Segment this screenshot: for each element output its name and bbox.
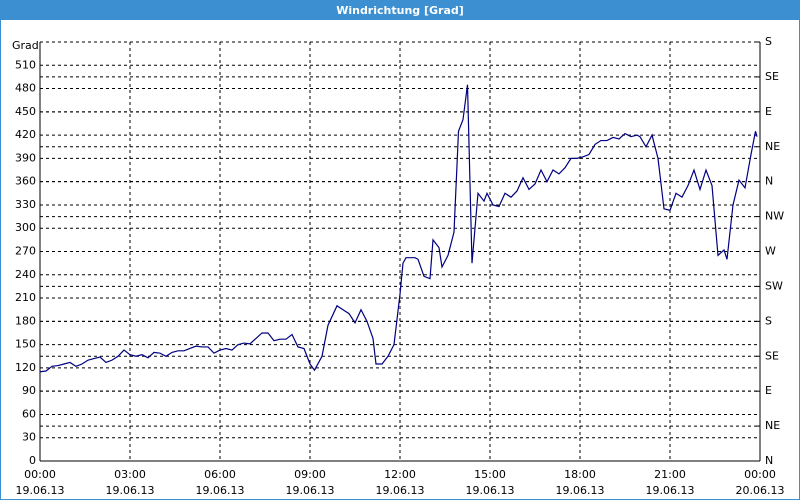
x-tick-label: 21:00 bbox=[654, 468, 686, 481]
x-tick-label: 03:00 bbox=[114, 468, 146, 481]
y2-tick-label: N bbox=[765, 454, 773, 467]
x-tick-date: 19.06.13 bbox=[16, 484, 65, 497]
x-tick-label: 15:00 bbox=[474, 468, 506, 481]
y2-tick-label: SW bbox=[765, 279, 783, 292]
y-tick-label: 300 bbox=[15, 221, 36, 234]
x-tick-date: 19.06.13 bbox=[196, 484, 245, 497]
x-tick-label: 12:00 bbox=[384, 468, 416, 481]
x-tick-label: 00:00 bbox=[24, 468, 56, 481]
y-tick-label: 150 bbox=[15, 338, 36, 351]
title-bar bbox=[0, 0, 800, 20]
y-axis-label: Grad bbox=[12, 39, 39, 52]
x-tick-label: 00:00 bbox=[744, 468, 776, 481]
x-tick-label: 06:00 bbox=[204, 468, 236, 481]
y2-tick-label: NE bbox=[765, 140, 780, 153]
y2-tick-label: S bbox=[765, 35, 772, 48]
data-line bbox=[39, 84, 758, 373]
y-tick-label: 510 bbox=[15, 58, 36, 71]
y-tick-label: 30 bbox=[22, 431, 36, 444]
y2-tick-label: W bbox=[765, 245, 776, 258]
x-tick-date: 19.06.13 bbox=[556, 484, 605, 497]
y2-tick-label: E bbox=[765, 105, 772, 118]
x-tick-date: 19.06.13 bbox=[286, 484, 335, 497]
x-tick-date: 19.06.13 bbox=[376, 484, 425, 497]
y-tick-label: 240 bbox=[15, 268, 36, 281]
y2-tick-label: NW bbox=[765, 210, 784, 223]
x-tick-date: 20.06.13 bbox=[736, 484, 785, 497]
y-tick-label: 210 bbox=[15, 291, 36, 304]
y-tick-label: 60 bbox=[22, 407, 36, 420]
y-tick-label: 120 bbox=[15, 361, 36, 374]
y2-tick-label: NE bbox=[765, 419, 780, 432]
y-tick-label: 90 bbox=[22, 384, 36, 397]
window-title: Windrichtung [Grad] bbox=[336, 4, 464, 17]
y2-tick-label: SE bbox=[765, 70, 779, 83]
y-tick-label: 0 bbox=[29, 454, 36, 467]
x-tick-label: 09:00 bbox=[294, 468, 326, 481]
y2-tick-label: S bbox=[765, 314, 772, 327]
x-tick-date: 19.06.13 bbox=[466, 484, 515, 497]
y2-tick-label: SE bbox=[765, 349, 779, 362]
y-tick-label: 360 bbox=[15, 175, 36, 188]
y-tick-label: 480 bbox=[15, 82, 36, 95]
y2-tick-label: E bbox=[765, 384, 772, 397]
y-tick-label: 420 bbox=[15, 128, 36, 141]
x-tick-label: 18:00 bbox=[564, 468, 596, 481]
y-tick-label: 180 bbox=[15, 314, 36, 327]
y-tick-label: 450 bbox=[15, 105, 36, 118]
y2-tick-label: N bbox=[765, 175, 773, 188]
x-tick-date: 19.06.13 bbox=[106, 484, 155, 497]
y-tick-label: 330 bbox=[15, 198, 36, 211]
y-tick-label: 390 bbox=[15, 151, 36, 164]
y-tick-label: 270 bbox=[15, 245, 36, 258]
x-tick-date: 19.06.13 bbox=[646, 484, 695, 497]
